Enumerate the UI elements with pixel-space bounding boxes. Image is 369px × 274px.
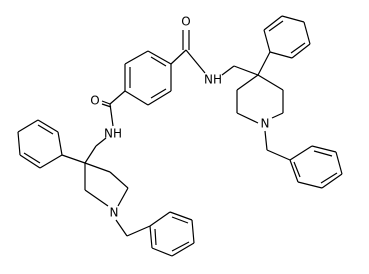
bonds — [17, 15, 343, 257]
atom-label: NH — [204, 73, 222, 87]
atom-labels: O O NH NH N N — [90, 15, 269, 220]
atom-label: N — [261, 117, 270, 131]
atom-label: NH — [104, 127, 122, 141]
atom-label: O — [181, 15, 190, 29]
atom-label: N — [110, 206, 119, 220]
atom-label: O — [90, 94, 99, 108]
